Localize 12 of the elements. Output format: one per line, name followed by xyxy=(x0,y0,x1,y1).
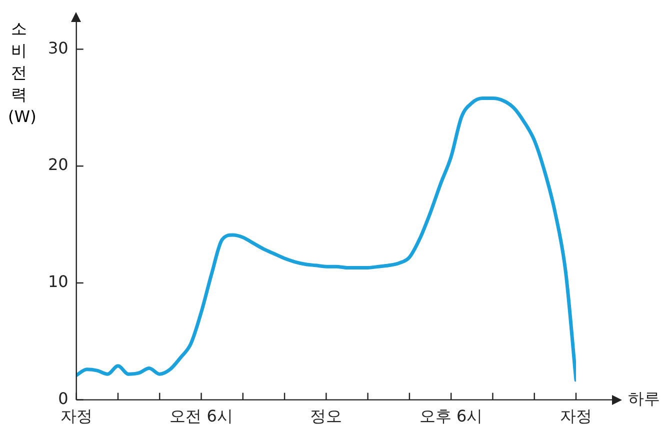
x-tick-label: 오후 6시 xyxy=(419,406,483,426)
y-axis-title: 소비 전력(W) xyxy=(8,18,36,128)
x-tick-label: 오전 6시 xyxy=(170,406,233,426)
y-tick-label: 30 xyxy=(48,38,68,58)
y-tick-label: 10 xyxy=(48,272,68,292)
y-tick-label: 20 xyxy=(48,155,68,174)
y-tick-label: 0 xyxy=(58,388,68,408)
x-axis-title: 하루 xyxy=(628,388,660,408)
x-tick-label: 정오 xyxy=(310,406,342,426)
x-tick-label: 자정 xyxy=(60,406,92,426)
line-series xyxy=(76,96,576,382)
x-tick-label: 자정 xyxy=(560,406,592,426)
